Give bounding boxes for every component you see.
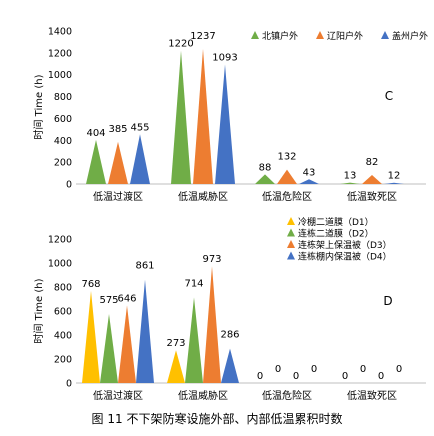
- data-label: 0: [275, 364, 281, 375]
- legend-marker: [287, 240, 295, 248]
- x-category-label: 低温过渡区: [93, 389, 143, 402]
- x-category-label: 低温致死区: [347, 389, 397, 402]
- y-tick-label: 200: [54, 355, 72, 366]
- data-label: 286: [220, 330, 239, 341]
- data-label: 768: [81, 279, 100, 290]
- bar-triangle: [384, 182, 404, 184]
- bar-triangle: [82, 290, 100, 383]
- x-category-label: 低温过渡区: [93, 190, 143, 203]
- bar-triangle: [277, 169, 297, 184]
- y-tick-label: 0: [66, 379, 72, 390]
- data-label: 273: [166, 338, 185, 349]
- legend-label: 冷棚二道膜（D1）: [298, 216, 374, 228]
- legend-marker: [251, 31, 259, 39]
- panel-label: D: [383, 294, 392, 308]
- legend-marker: [287, 228, 295, 237]
- bar-triangle: [215, 64, 235, 184]
- data-label: 0: [293, 371, 299, 382]
- data-label: 82: [366, 157, 379, 168]
- y-tick-label: 1200: [48, 235, 72, 246]
- chart-panel-c: 0 200 400 600 800 1000 1200 1400 时间 Time (h) 低温过渡…: [32, 27, 428, 204]
- bar-triangle: [185, 297, 203, 383]
- bar-triangle: [203, 266, 221, 383]
- data-label: 0: [378, 371, 384, 382]
- data-label: 88: [259, 162, 272, 173]
- bar-triangle: [86, 139, 106, 184]
- x-category-label: 低温威胁区: [178, 190, 228, 203]
- legend-label: 盖州户外: [392, 30, 428, 42]
- bar-triangle: [171, 50, 191, 184]
- data-label: 43: [303, 167, 316, 178]
- data-label: 575: [99, 295, 118, 306]
- bar-triangle: [299, 179, 319, 184]
- y-tick-label: 400: [54, 136, 72, 147]
- y-tick-label: 600: [54, 114, 72, 125]
- y-tick-label: 1000: [48, 70, 72, 81]
- legend-label: 连栋二道膜（D2）: [298, 228, 374, 240]
- panel-label: C: [385, 89, 393, 103]
- x-category-label: 低温致死区: [347, 190, 397, 203]
- figure-caption: 图 11 不下架防寒设施外部、内部低温累积时数: [91, 412, 343, 426]
- bar-triangle: [130, 134, 150, 184]
- y-tick-label: 800: [54, 92, 72, 103]
- bar-triangle: [221, 348, 239, 383]
- x-category-label: 低温威胁区: [178, 389, 228, 402]
- bar-triangle: [100, 314, 118, 383]
- bar-triangle: [362, 175, 382, 184]
- legend-marker: [381, 31, 389, 39]
- data-label: 973: [202, 254, 221, 265]
- data-label: 0: [311, 364, 317, 375]
- bar-triangle: [118, 305, 136, 383]
- y-axis-label: 时间 Time (h): [32, 278, 45, 343]
- legend-label: 辽阳户外: [327, 30, 363, 42]
- data-label: 0: [342, 371, 348, 382]
- data-label: 0: [257, 371, 263, 382]
- data-label: 646: [117, 293, 136, 304]
- bar-triangle: [136, 279, 154, 383]
- data-label: 132: [277, 152, 296, 163]
- bar-triangle: [167, 350, 185, 383]
- y-tick-label: 1000: [48, 259, 72, 270]
- data-label: 12: [388, 171, 401, 182]
- data-label: 1093: [212, 53, 237, 64]
- data-label: 861: [135, 261, 154, 272]
- y-tick-label: 600: [54, 307, 72, 318]
- bar-triangle: [108, 141, 128, 184]
- y-tick-label: 0: [66, 180, 72, 191]
- legend-marker: [316, 31, 324, 39]
- y-tick-label: 200: [54, 158, 72, 169]
- y-tick-label: 400: [54, 331, 72, 342]
- x-category-label: 低温危险区: [262, 389, 312, 402]
- y-tick-label: 1400: [48, 27, 72, 38]
- data-label: 1237: [190, 31, 215, 42]
- data-label: 455: [130, 122, 149, 133]
- bar-triangle: [193, 48, 213, 185]
- x-category-label: 低温危险区: [262, 190, 312, 203]
- chart-panel-d: 0 200 400 600 800 1000 1200 时间 Time (h) 低温过渡区 低温威…: [32, 216, 426, 402]
- data-label: 714: [184, 278, 203, 289]
- legend-label: 连栋架上保温被（D3）: [298, 239, 392, 251]
- data-label: 0: [396, 364, 402, 375]
- y-tick-label: 1200: [48, 48, 72, 59]
- data-label: 1220: [168, 39, 193, 50]
- data-label: 404: [86, 128, 105, 139]
- legend-label: 连栋棚内保温被（D4）: [298, 251, 392, 263]
- bar-triangle: [340, 182, 360, 184]
- bar-triangle: [255, 174, 275, 184]
- data-label: 0: [360, 364, 366, 375]
- y-tick-label: 800: [54, 283, 72, 294]
- legend-label: 北镇户外: [262, 30, 298, 42]
- data-label: 385: [108, 124, 127, 135]
- legend-marker: [287, 217, 295, 225]
- data-label: 13: [344, 171, 357, 182]
- legend-marker: [287, 251, 295, 260]
- y-axis-label: 时间 Time (h): [32, 74, 45, 139]
